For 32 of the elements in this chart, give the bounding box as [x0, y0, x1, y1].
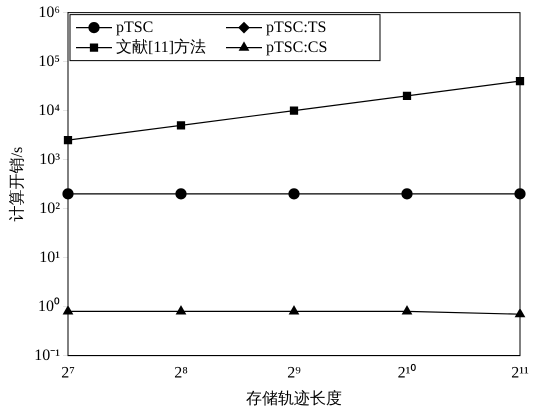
point — [290, 106, 298, 115]
x-tick-label: 2⁷ — [61, 364, 75, 382]
point — [176, 306, 186, 314]
point — [402, 92, 412, 100]
legend-label: pTSC:CS — [266, 38, 328, 56]
y-tick-label: 10¹ — [39, 248, 60, 266]
y-tick-label: 10² — [39, 200, 60, 217]
y-axis-title: 计算开销/s — [8, 146, 26, 222]
point — [63, 306, 73, 314]
x-tick-label: 2⁸ — [174, 364, 188, 382]
point — [175, 188, 187, 200]
point — [515, 308, 525, 318]
x-tick-label: 2¹⁰ — [398, 363, 416, 382]
legend-label: pTSC:TS — [266, 18, 326, 36]
point — [176, 121, 186, 130]
point — [402, 306, 412, 314]
x-tick-label: 2¹¹ — [511, 364, 529, 382]
y-tick-label: 10³ — [39, 150, 60, 168]
point — [62, 188, 74, 200]
x-axis-title: 存储轨迹长度 — [246, 390, 342, 408]
legend-label: pTSC — [116, 18, 154, 36]
legend-label: 文献[11]方法 — [116, 38, 206, 56]
y-tick-label: 10⁰ — [38, 296, 60, 315]
point — [288, 188, 300, 200]
point — [401, 188, 413, 200]
y-tick-label: 10⁵ — [38, 52, 60, 70]
y-tick-label: 10⁶ — [38, 4, 60, 21]
y-tick-label: 10⁻¹ — [34, 346, 60, 364]
x-tick-label: 2⁹ — [287, 364, 302, 382]
point — [289, 306, 299, 314]
y-tick-label: 10⁴ — [38, 102, 60, 119]
point — [514, 188, 526, 200]
